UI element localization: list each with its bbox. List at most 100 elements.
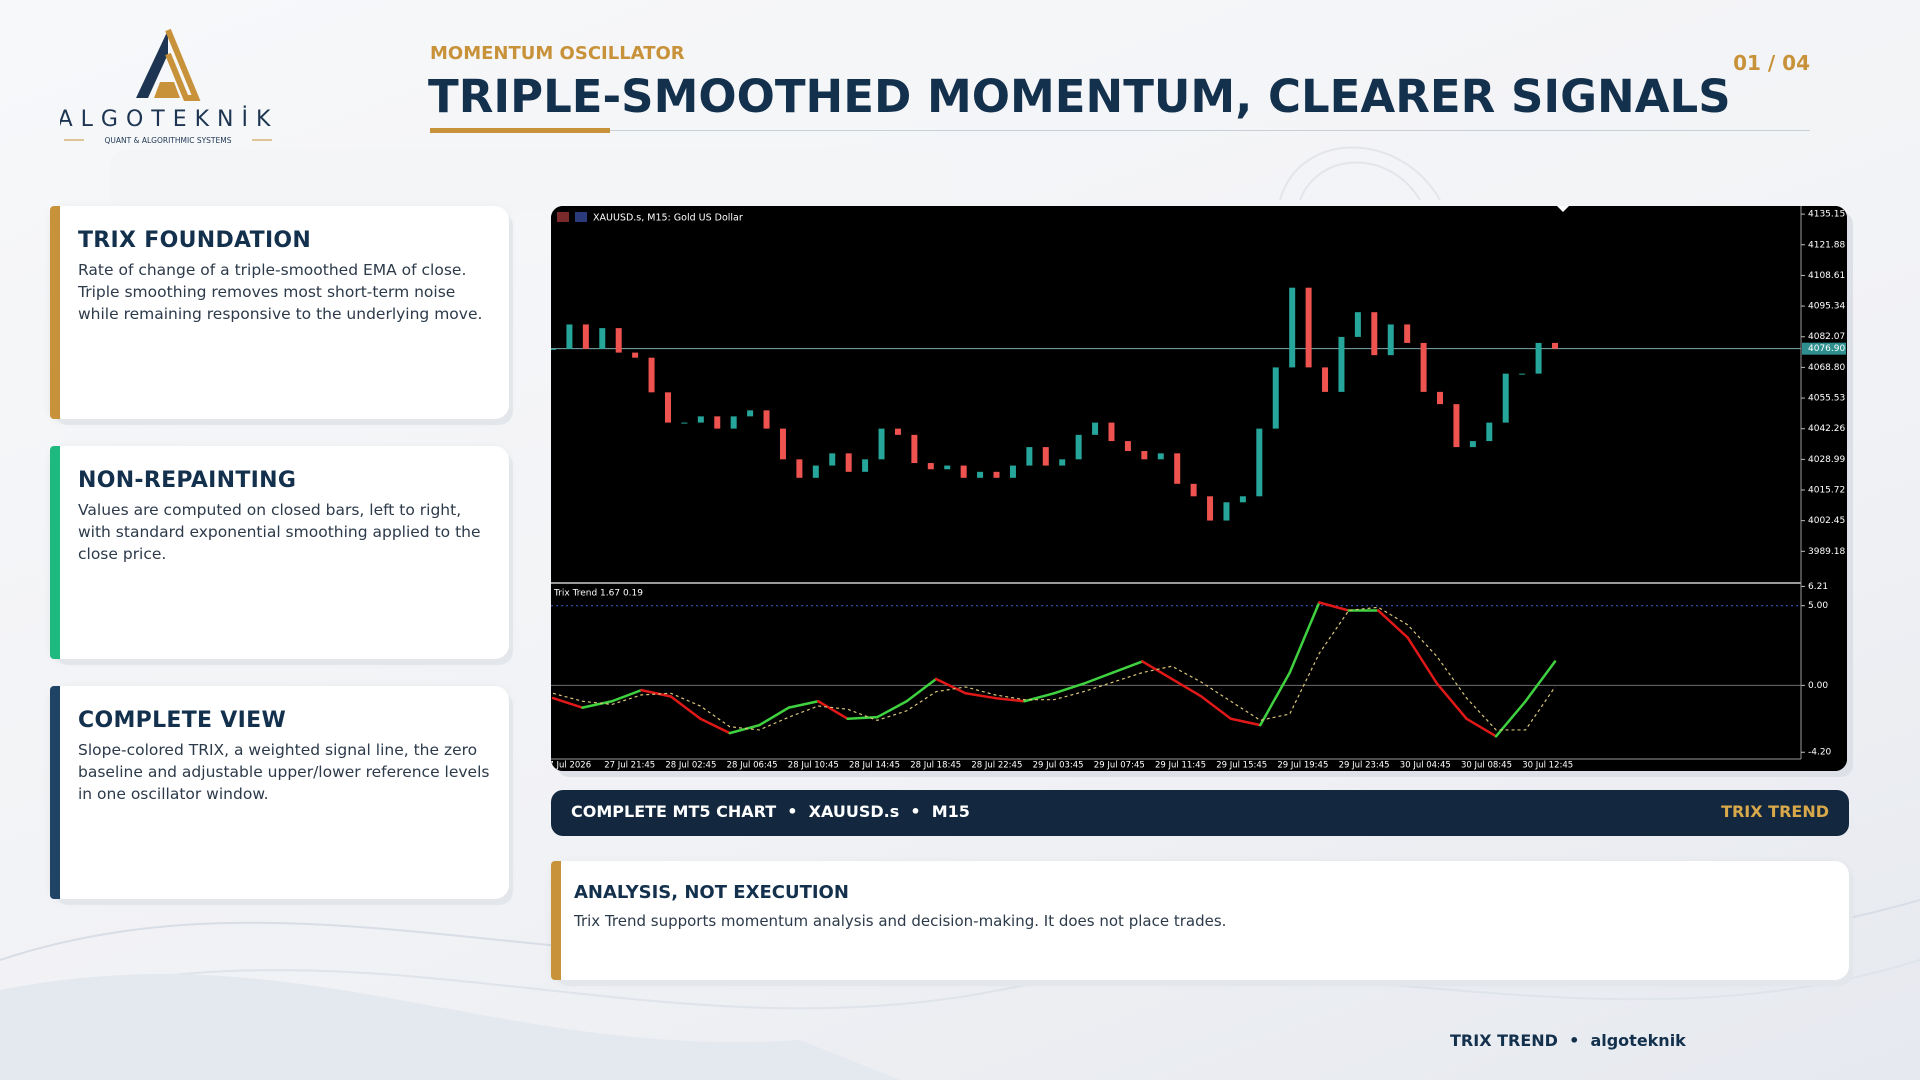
trix-segment bbox=[934, 677, 967, 695]
candle bbox=[1157, 453, 1164, 460]
trix-segment bbox=[1376, 609, 1409, 639]
card-line: baseline and adjustable upper/lower refe… bbox=[78, 763, 490, 781]
candle bbox=[599, 328, 606, 349]
trix-segment bbox=[787, 700, 820, 709]
candle bbox=[796, 459, 803, 478]
x-tick-label: 28 Jul 14:45 bbox=[849, 761, 900, 771]
trix-segment bbox=[1317, 601, 1350, 612]
trix-segment bbox=[1259, 671, 1292, 727]
chart-bar: COMPLETE MT5 CHART • XAUUSD.s • M15 TRIX… bbox=[551, 790, 1849, 836]
candle bbox=[878, 428, 885, 460]
y-tick-label: 4015.72 bbox=[1808, 486, 1845, 496]
x-tick-label: 29 Jul 23:45 bbox=[1339, 761, 1390, 771]
x-tick-label: 30 Jul 08:45 bbox=[1461, 761, 1512, 771]
x-tick-label: 30 Jul 04:45 bbox=[1400, 761, 1451, 771]
candle bbox=[1059, 459, 1066, 466]
card-title: COMPLETE VIEW bbox=[78, 708, 287, 733]
candle bbox=[812, 465, 819, 478]
candle bbox=[927, 463, 934, 470]
x-tick-label: 29 Jul 19:45 bbox=[1277, 761, 1328, 771]
candle bbox=[1174, 453, 1181, 484]
candle bbox=[582, 324, 589, 349]
y-tick-label: 6.21 bbox=[1808, 582, 1828, 592]
trix-segment bbox=[964, 692, 997, 700]
candle bbox=[1387, 324, 1394, 356]
candle bbox=[714, 416, 721, 429]
card-line: while remaining responsive to the underl… bbox=[78, 305, 483, 323]
current-price-box bbox=[1802, 342, 1846, 355]
x-tick-label: 28 Jul 10:45 bbox=[788, 761, 839, 771]
eyebrow: MOMENTUM OSCILLATOR bbox=[430, 43, 685, 64]
info-card: NON-REPAINTING Values are computed on clo… bbox=[50, 446, 509, 659]
card-line: Rate of change of a triple-smoothed EMA … bbox=[78, 261, 467, 279]
note-card: ANALYSIS, NOT EXECUTION Trix Trend suppo… bbox=[551, 861, 1849, 980]
candle bbox=[829, 453, 836, 466]
candle bbox=[1404, 324, 1411, 343]
trix-segment bbox=[669, 695, 702, 721]
candle bbox=[1042, 447, 1049, 466]
card-accent bbox=[50, 206, 60, 419]
y-tick-label: 4042.26 bbox=[1808, 424, 1845, 434]
candle bbox=[1552, 342, 1558, 349]
candle bbox=[1519, 373, 1526, 375]
trix-segment bbox=[551, 696, 584, 709]
candle bbox=[1289, 287, 1296, 368]
x-tick-label: 28 Jul 06:45 bbox=[727, 761, 778, 771]
trix-segment bbox=[610, 688, 643, 703]
candle bbox=[1453, 404, 1460, 448]
candle bbox=[1026, 447, 1033, 466]
candle bbox=[1305, 287, 1312, 368]
note-body: Trix Trend supports momentum analysis an… bbox=[574, 912, 1227, 930]
candle bbox=[1535, 342, 1542, 374]
candle bbox=[697, 416, 704, 423]
trix-segment bbox=[993, 696, 1026, 703]
y-tick-label: 4135.15 bbox=[1808, 210, 1845, 220]
trix-segment bbox=[758, 706, 791, 727]
trix-segment bbox=[1082, 671, 1115, 685]
title-underline bbox=[430, 128, 610, 133]
candle bbox=[730, 416, 737, 429]
candle bbox=[681, 422, 688, 424]
candle bbox=[977, 471, 984, 478]
y-tick-label: 4082.07 bbox=[1808, 332, 1845, 342]
candle bbox=[1486, 422, 1493, 442]
trix-segment bbox=[1111, 660, 1144, 674]
logo-name: ALGOTEKNİK bbox=[60, 106, 278, 132]
trix-segment bbox=[1141, 660, 1174, 681]
trix-segment bbox=[728, 723, 761, 735]
candle bbox=[1124, 441, 1131, 452]
y-tick-label: 4055.53 bbox=[1808, 394, 1845, 404]
card-title: TRIX FOUNDATION bbox=[78, 228, 312, 253]
y-tick-label: 4121.88 bbox=[1808, 240, 1845, 250]
trix-segment bbox=[1406, 636, 1439, 685]
x-tick-label: 28 Jul 18:45 bbox=[910, 761, 961, 771]
candle bbox=[1338, 336, 1345, 392]
card-line: Triple smoothing removes most short-term… bbox=[78, 283, 456, 301]
card-line: in one oscillator window. bbox=[78, 785, 269, 803]
x-axis: 27 Jul 2026 27 Jul 21:45 28 Jul 02:45 28 Ju… bbox=[551, 761, 1573, 771]
card-line: close price. bbox=[78, 545, 167, 563]
info-card: TRIX FOUNDATION Rate of change of a tripl… bbox=[50, 206, 509, 419]
footer: TRIX TREND • algoteknik bbox=[1450, 1031, 1686, 1050]
candle bbox=[1009, 465, 1016, 478]
candle bbox=[1207, 496, 1214, 521]
y-tick-label: 3989.18 bbox=[1808, 547, 1845, 557]
y-tick-label: 4095.34 bbox=[1808, 302, 1845, 312]
candle bbox=[1322, 367, 1329, 392]
chart-bar-right: TRIX TREND bbox=[1721, 802, 1829, 821]
chart-frame: XAUUSD.s, M15: Gold US Dollar Trix Trend… bbox=[551, 206, 1847, 771]
signal-line bbox=[552, 606, 1556, 731]
trix-segment bbox=[1435, 682, 1468, 721]
x-tick-label: 28 Jul 02:45 bbox=[665, 761, 716, 771]
x-tick-label: 29 Jul 07:45 bbox=[1094, 761, 1145, 771]
candle bbox=[993, 471, 1000, 478]
x-tick-label: 29 Jul 15:45 bbox=[1216, 761, 1267, 771]
trix-segment bbox=[1052, 682, 1085, 695]
logo: ALGOTEKNİK QUANT & ALGORITHMIC SYSTEMS bbox=[60, 28, 278, 145]
trix-segment bbox=[816, 700, 849, 721]
trix-segment bbox=[1170, 677, 1203, 698]
card-line: Values are computed on closed bars, left… bbox=[78, 501, 462, 519]
chart-bar-left: COMPLETE MT5 CHART • XAUUSD.s • M15 bbox=[571, 802, 970, 821]
